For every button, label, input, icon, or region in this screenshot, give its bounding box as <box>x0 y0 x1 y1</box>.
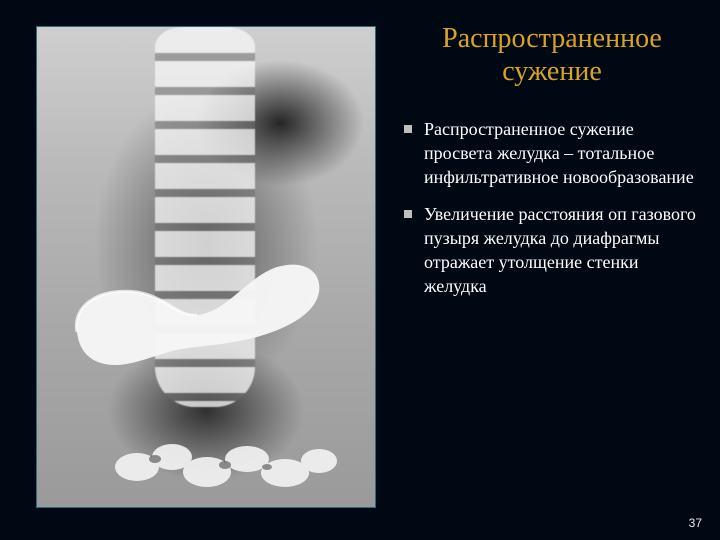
list-item: Увеличение расстояния оп газового пузыря… <box>402 203 702 298</box>
slide-title: Распространенное сужение <box>402 22 702 88</box>
list-item: Распространенное сужение просвета желудк… <box>402 118 702 189</box>
xray-bowel-loops <box>107 427 347 497</box>
page-number: 37 <box>689 516 702 530</box>
slide: Распространенное сужение Распространенно… <box>0 0 720 540</box>
bullet-text: Распространенное сужение просвета желудк… <box>424 119 694 187</box>
bullet-text: Увеличение расстояния оп газового пузыря… <box>424 204 696 295</box>
bullet-list: Распространенное сужение просвета желудк… <box>402 118 702 312</box>
xray-stomach-contrast <box>67 237 327 387</box>
xray-image-frame <box>36 26 376 508</box>
